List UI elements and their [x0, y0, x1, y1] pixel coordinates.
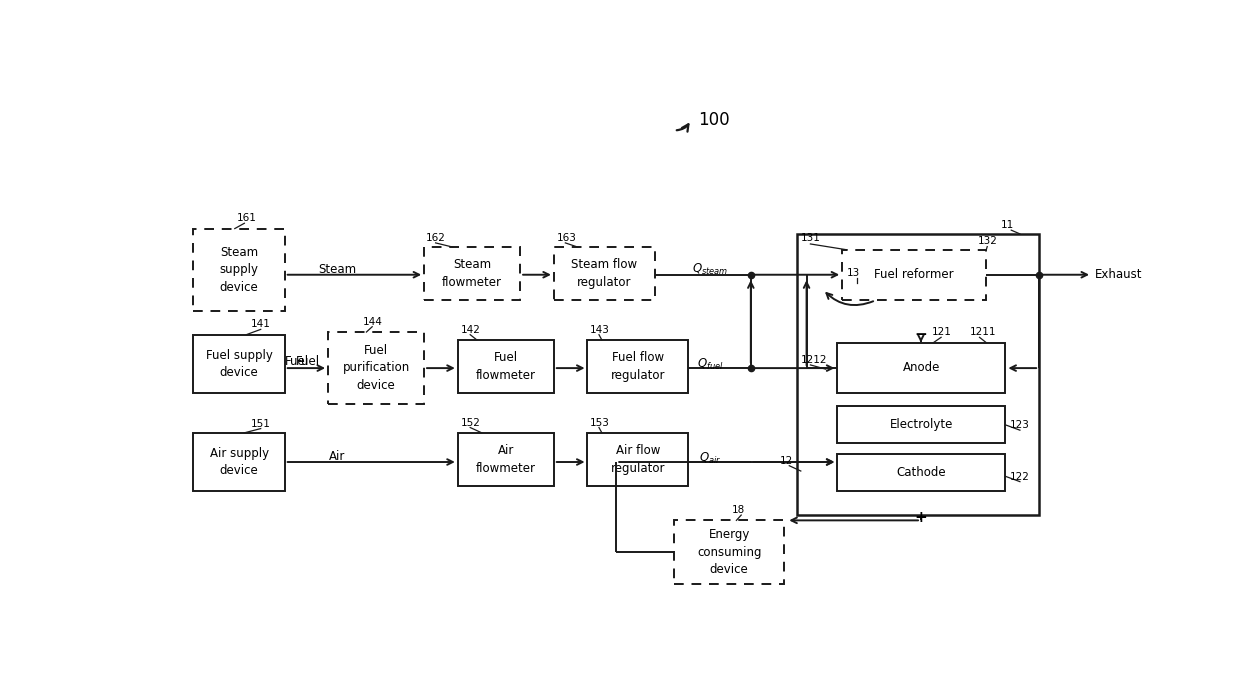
Bar [842, 250, 986, 300]
Text: Fuel: Fuel [285, 355, 309, 368]
Bar [458, 433, 554, 486]
Text: 162: 162 [427, 233, 446, 243]
Text: Steam
supply
device: Steam supply device [219, 246, 259, 294]
Text: Fuel
purification
device: Fuel purification device [342, 344, 409, 392]
FancyArrowPatch shape [677, 124, 688, 132]
Bar [675, 520, 785, 584]
Text: 144: 144 [362, 317, 382, 327]
Bar [554, 247, 655, 300]
Text: Air
flowmeter: Air flowmeter [476, 444, 536, 475]
Bar [193, 433, 285, 491]
Text: −: − [915, 327, 928, 342]
Bar [837, 454, 1006, 491]
Text: 142: 142 [460, 325, 480, 335]
Text: Air flow
regulator: Air flow regulator [610, 444, 665, 475]
FancyArrowPatch shape [826, 293, 873, 305]
Text: Air: Air [330, 450, 346, 463]
Text: $Q_{air}$: $Q_{air}$ [699, 451, 722, 466]
Text: 122: 122 [1011, 472, 1030, 482]
Text: 123: 123 [1011, 420, 1030, 430]
Bar [837, 407, 1006, 444]
Text: $Q_{steam}$: $Q_{steam}$ [692, 262, 729, 277]
Text: Fuel: Fuel [296, 355, 320, 368]
Text: 143: 143 [589, 325, 609, 335]
Text: 141: 141 [250, 320, 272, 329]
Text: 13: 13 [847, 268, 861, 278]
Text: Energy
consuming
device: Energy consuming device [697, 528, 761, 576]
Text: Fuel supply
device: Fuel supply device [206, 349, 273, 379]
Text: Cathode: Cathode [897, 466, 946, 479]
Text: 11: 11 [1001, 220, 1014, 229]
Text: 18: 18 [732, 505, 745, 515]
Text: Steam flow
regulator: Steam flow regulator [572, 258, 637, 289]
Text: 161: 161 [237, 214, 257, 223]
Text: Anode: Anode [903, 361, 940, 374]
Text: 1211: 1211 [970, 327, 997, 338]
Text: Exhaust: Exhaust [1095, 268, 1142, 281]
Text: 132: 132 [977, 236, 997, 246]
Bar [458, 340, 554, 393]
Text: 152: 152 [460, 418, 480, 427]
Text: $Q_{fuel}$: $Q_{fuel}$ [697, 358, 724, 373]
Bar [797, 234, 1039, 515]
Text: 1212: 1212 [801, 355, 827, 365]
Text: Steam: Steam [319, 263, 357, 276]
Bar [588, 433, 688, 486]
Text: 151: 151 [250, 419, 272, 429]
Text: Electrolyte: Electrolyte [890, 418, 954, 431]
Bar [424, 247, 521, 300]
Text: Fuel
flowmeter: Fuel flowmeter [476, 351, 536, 382]
Bar [327, 332, 424, 404]
Text: Fuel reformer: Fuel reformer [874, 269, 954, 282]
Bar [837, 342, 1006, 393]
Text: 100: 100 [698, 111, 729, 129]
Text: 153: 153 [589, 418, 609, 427]
Text: 163: 163 [557, 233, 577, 243]
Text: +: + [915, 511, 928, 525]
Text: Air supply
device: Air supply device [210, 446, 269, 477]
Text: 131: 131 [801, 234, 821, 243]
Bar [193, 335, 285, 393]
Text: 121: 121 [931, 327, 951, 338]
Bar [193, 229, 285, 311]
Bar [588, 340, 688, 393]
Text: 12: 12 [780, 455, 792, 466]
Text: Fuel flow
regulator: Fuel flow regulator [610, 351, 665, 382]
Text: Steam
flowmeter: Steam flowmeter [443, 258, 502, 289]
